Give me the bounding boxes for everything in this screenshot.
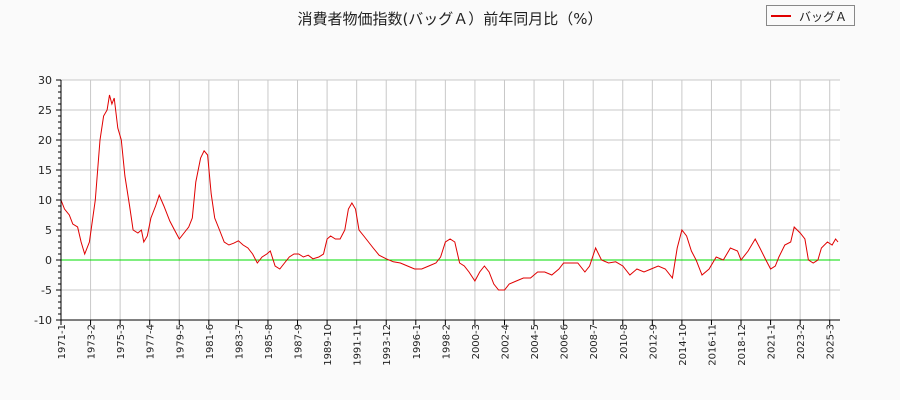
y-tick-label: 5 bbox=[45, 224, 52, 237]
x-tick-label: 1993-12 bbox=[382, 324, 393, 366]
legend-label: バッグＡ bbox=[799, 10, 848, 24]
x-tick-label: 2023-2 bbox=[796, 324, 807, 359]
legend: バッグＡ bbox=[766, 5, 855, 26]
legend-swatch-icon bbox=[771, 15, 791, 17]
x-tick-label: 2004-5 bbox=[530, 324, 541, 359]
y-tick-label: 0 bbox=[45, 254, 52, 267]
x-tick-label: 1985-8 bbox=[264, 324, 275, 359]
grid-lines bbox=[61, 79, 840, 320]
x-tick-label: 1989-10 bbox=[323, 324, 334, 366]
x-tick-label: 2014-10 bbox=[678, 324, 689, 366]
x-tick-label: 2018-12 bbox=[737, 324, 748, 366]
x-tick-label: 1991-11 bbox=[353, 324, 364, 366]
x-tick-label: 1977-4 bbox=[146, 324, 157, 359]
x-tick-label: 1973-2 bbox=[87, 324, 98, 359]
y-tick-label: -5 bbox=[41, 284, 52, 297]
y-tick-label: 20 bbox=[38, 134, 52, 147]
x-tick-label: 2010-8 bbox=[619, 324, 630, 359]
x-tick-label: 1979-5 bbox=[175, 324, 186, 359]
series-line bbox=[60, 94, 839, 291]
y-tick-label: 15 bbox=[38, 164, 52, 177]
x-tick-label: 2008-7 bbox=[589, 324, 600, 359]
x-tick-label: 2016-11 bbox=[707, 324, 718, 366]
y-tick-label: 30 bbox=[38, 74, 52, 87]
x-tick-label: 1971-1 bbox=[57, 324, 68, 359]
x-tick-label: 2021-1 bbox=[767, 324, 778, 359]
x-tick-label: 2006-6 bbox=[560, 324, 571, 359]
y-tick-label: -10 bbox=[34, 314, 52, 327]
x-tick-label: 2000-3 bbox=[471, 324, 482, 359]
x-tick-label: 2012-9 bbox=[648, 324, 659, 359]
x-tick-label: 1981-6 bbox=[205, 324, 216, 359]
y-tick-label: 10 bbox=[38, 194, 52, 207]
x-tick-label: 1975-3 bbox=[116, 324, 127, 359]
y-tick-label: 25 bbox=[38, 104, 52, 117]
x-tick-label: 1998-2 bbox=[441, 324, 452, 359]
x-tick-label: 1987-9 bbox=[294, 324, 305, 359]
x-tick-label: 1996-1 bbox=[412, 324, 423, 359]
chart-title: 消費者物価指数(バッグＡ）前年同月比（%） bbox=[297, 10, 603, 28]
x-axis-ticks: 1971-1 1973-2 1975-3 1977-4 1979-5 1981-6 1983… bbox=[57, 320, 837, 366]
x-tick-label: 2025-3 bbox=[826, 324, 837, 359]
y-axis-ticks: 30 25 20 15 10 5 0 -5 -10 bbox=[34, 74, 61, 327]
x-tick-label: 2002-4 bbox=[500, 324, 511, 359]
x-tick-label: 1983-7 bbox=[234, 324, 245, 359]
